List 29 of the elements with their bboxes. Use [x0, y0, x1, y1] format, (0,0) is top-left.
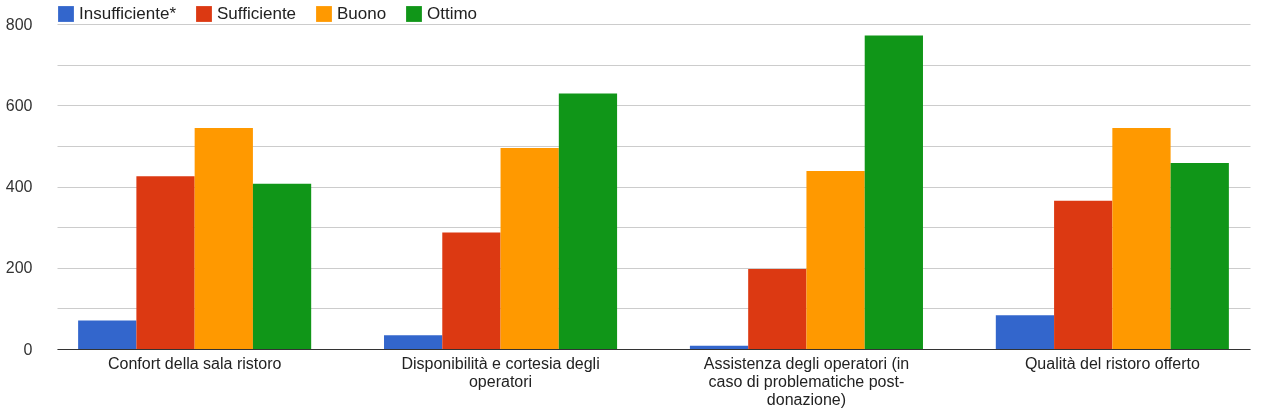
bar	[1170, 162, 1229, 349]
legend-label: Buono	[337, 4, 387, 23]
x-tick-label: Disponibilità e cortesia degli operatori	[401, 354, 600, 390]
x-tick-label: Confort della sala ristoro	[107, 354, 282, 372]
bar	[748, 268, 807, 349]
bar	[500, 147, 559, 349]
bar	[442, 232, 501, 349]
bar	[194, 128, 253, 349]
bar	[558, 93, 618, 349]
bar	[1112, 128, 1171, 349]
y-tick-label: 400	[5, 178, 33, 195]
x-tick-label: Qualità del ristoro offerto	[1024, 354, 1200, 372]
legend-label: Insufficiente*	[79, 4, 177, 23]
x-tick-label: Assistenza degli operatori (in caso di problematiche post-donazione)	[703, 354, 910, 408]
bar	[1054, 200, 1113, 349]
y-tick-label: 200	[5, 259, 33, 277]
legend-label: Ottimo	[427, 4, 478, 23]
bar	[689, 345, 749, 349]
y-tick-label: 600	[5, 96, 33, 114]
bar	[864, 35, 923, 349]
bar	[136, 176, 195, 349]
legend-label: Sufficiente	[217, 4, 297, 23]
bar	[78, 320, 137, 349]
y-tick-label: 800	[5, 15, 33, 33]
y-tick-label: 0	[23, 340, 33, 358]
bar	[384, 335, 443, 349]
bar	[995, 315, 1055, 349]
bar	[806, 171, 865, 349]
bar	[252, 183, 312, 349]
